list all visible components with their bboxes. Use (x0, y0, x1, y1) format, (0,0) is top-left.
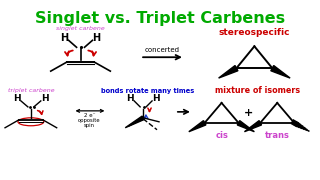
Polygon shape (271, 66, 290, 78)
FancyArrowPatch shape (65, 51, 73, 55)
Text: cis: cis (215, 131, 228, 140)
Text: mixture of isomers: mixture of isomers (215, 87, 300, 96)
Text: 2 e⁻: 2 e⁻ (84, 113, 95, 118)
Text: H: H (13, 94, 21, 103)
Text: bonds rotate many times: bonds rotate many times (101, 88, 195, 94)
Text: trans: trans (265, 131, 290, 140)
Text: spin: spin (84, 123, 95, 128)
FancyArrowPatch shape (37, 111, 43, 114)
Polygon shape (125, 116, 144, 128)
Text: singlet carbene: singlet carbene (56, 26, 105, 31)
FancyArrowPatch shape (148, 108, 151, 112)
FancyArrowPatch shape (88, 51, 96, 55)
Text: H: H (126, 94, 134, 103)
Polygon shape (237, 121, 254, 132)
Polygon shape (189, 121, 206, 132)
Text: H: H (41, 94, 49, 103)
Text: concerted: concerted (145, 47, 180, 53)
Text: H: H (92, 33, 100, 43)
Polygon shape (219, 66, 238, 78)
Polygon shape (244, 121, 261, 132)
Text: H: H (60, 33, 69, 43)
Text: triplet carbene: triplet carbene (8, 89, 54, 93)
Text: +: + (244, 108, 253, 118)
FancyArrowPatch shape (144, 115, 148, 119)
Text: H: H (152, 94, 160, 103)
Text: opposite: opposite (78, 118, 101, 123)
Text: Singlet vs. Triplet Carbenes: Singlet vs. Triplet Carbenes (35, 11, 285, 26)
Text: stereospecific: stereospecific (219, 28, 290, 37)
